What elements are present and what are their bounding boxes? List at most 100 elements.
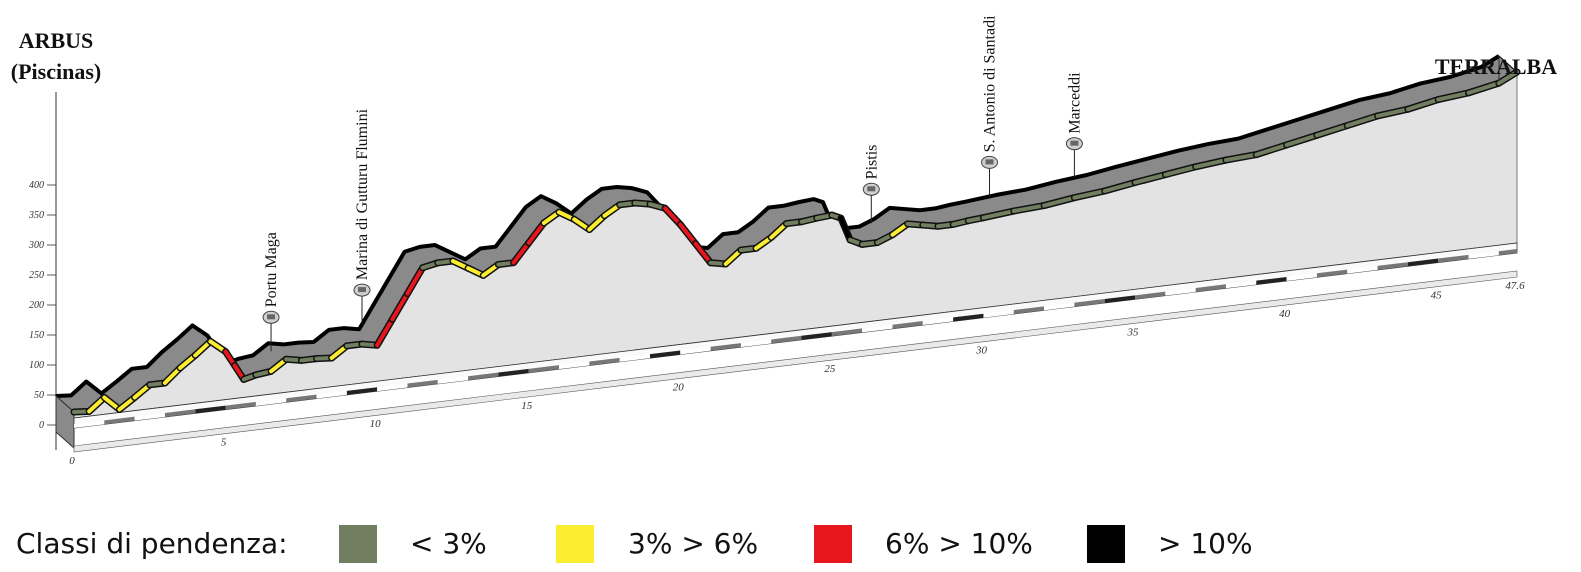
ruler-segment <box>559 361 590 370</box>
km-ruler: 0 5 10 15 20 25 30 35 40 45 47.6 <box>69 242 1525 467</box>
legend-label-3-6: 3% > 6% <box>628 527 759 560</box>
ruler-segment <box>1195 284 1226 292</box>
ruler-segment <box>1044 302 1075 311</box>
ruler-segment <box>1074 299 1105 307</box>
ruler-segment <box>195 405 226 414</box>
road-slope-segment <box>1436 90 1471 102</box>
road-slope-segment <box>1254 142 1289 157</box>
legend-swatch-3-6 <box>556 525 594 563</box>
ruler-segment <box>316 390 347 399</box>
ruler-segment <box>437 376 469 384</box>
ruler-segment <box>922 317 954 326</box>
legend-swatch-over-10 <box>1087 525 1125 563</box>
road-slope-segment <box>1405 97 1441 112</box>
legend-title: Classi di pendenza: <box>16 527 288 560</box>
ruler-segment <box>164 409 196 417</box>
town-icon-building <box>985 159 994 165</box>
legend-swatch-6-10 <box>814 525 852 563</box>
road-slope-segment <box>526 221 546 245</box>
waypoint-label: Marceddi <box>1066 72 1083 134</box>
ruler-segment <box>286 394 317 403</box>
waypoint: Marina di Gutturu Flumini <box>353 108 371 325</box>
town-icon-building <box>267 314 276 320</box>
x-tick-label: 0 <box>69 455 75 467</box>
ruler-segment <box>1347 265 1378 274</box>
road-slope-segment <box>663 206 683 227</box>
y-tick-label: 100 <box>29 360 44 371</box>
waypoint: Marceddi <box>1065 72 1083 178</box>
waypoint: Portu Maga <box>262 232 280 352</box>
ruler-segment <box>589 357 620 366</box>
ruler-segment <box>1498 249 1517 256</box>
road-slope-segment <box>981 209 1016 220</box>
ruler-segment <box>255 398 287 406</box>
waypoint-label: Pistis <box>863 145 880 180</box>
ruler-segment <box>983 310 1014 318</box>
ruler-segment <box>528 365 560 373</box>
legend-label-6-10: 6% > 10% <box>885 527 1033 560</box>
ruler-segment <box>892 321 923 329</box>
ruler-segment <box>1438 254 1469 263</box>
road-slope-segment <box>1011 203 1047 214</box>
y-tick-label: 250 <box>29 270 44 281</box>
road-slope-segment <box>375 317 395 348</box>
legend-label-over-10: > 10% <box>1158 527 1253 560</box>
x-tick-label: 35 <box>1127 326 1140 338</box>
waypoint: S. Antonio di Santadi <box>981 15 999 197</box>
road-slope-segment <box>693 241 713 265</box>
ruler-segment <box>1135 291 1166 300</box>
y-tick-label: 150 <box>29 330 44 341</box>
ruler-segment <box>134 412 165 421</box>
road-slope-segment <box>405 265 425 296</box>
terrain-back-edge <box>55 54 1501 398</box>
town-icon-building <box>357 287 366 293</box>
ruler-segment <box>1407 258 1439 267</box>
y-tick-label: 200 <box>29 300 44 311</box>
ruler-segment <box>1286 273 1317 281</box>
road-slope-segment <box>1284 133 1319 147</box>
town-icon-building <box>1070 140 1079 146</box>
ruler-segment <box>1316 269 1348 278</box>
road-slope-segment <box>162 365 183 385</box>
waypoint: Pistis <box>862 145 880 224</box>
ruler-segment <box>74 420 105 428</box>
x-tick-label: 10 <box>370 418 382 430</box>
road-slope-segment <box>1163 164 1198 177</box>
road-slope-segment <box>511 240 531 265</box>
road-slope-segment <box>1496 70 1519 86</box>
road-slope-segment <box>1072 189 1107 200</box>
y-tick-label: 300 <box>28 240 44 251</box>
ruler-segment <box>831 328 863 337</box>
elevation-profile-chart: 0 50 100 150 200 250 300 350 400 0 5 10 15 20 25 30 35 4… <box>11 15 1557 467</box>
ruler-segment <box>649 350 681 359</box>
ruler-segment <box>104 416 135 425</box>
end-label: TERRALBA <box>1435 54 1557 79</box>
ruler-segment <box>1256 276 1287 285</box>
ruler-segment <box>1468 251 1499 259</box>
ruler-segment <box>862 324 893 333</box>
road-slope-segment <box>1375 107 1410 118</box>
start-label: (Piscinas) <box>11 59 101 84</box>
road-slope-segment <box>1042 195 1077 208</box>
ruler-segment <box>953 313 984 322</box>
x-tick-label: 25 <box>824 363 836 375</box>
ruler-segment <box>1377 262 1408 270</box>
x-tick-label: 30 <box>975 345 988 357</box>
road-slope-segment <box>390 291 410 322</box>
road-slope-segment <box>1345 113 1380 128</box>
road-slope-segment <box>1314 123 1350 138</box>
road-slope-segment <box>1466 81 1501 95</box>
ruler-segment <box>377 383 408 392</box>
ruler-segment <box>346 387 378 395</box>
ruler-segment <box>740 339 772 348</box>
ruler-segment <box>468 372 499 381</box>
road-slope-segment <box>838 216 853 242</box>
ruler-segment <box>680 346 711 355</box>
y-tick-label: 350 <box>28 210 44 221</box>
slope-legend: Classi di pendenza: < 3% 3% > 6% 6% > 10… <box>0 515 1581 572</box>
waypoint-label: S. Antonio di Santadi <box>982 15 999 152</box>
y-tick-label: 50 <box>34 390 44 401</box>
ruler-segment <box>225 401 256 410</box>
legend-label-under-3: < 3% <box>410 527 487 560</box>
road-slope-segment <box>1223 152 1259 163</box>
